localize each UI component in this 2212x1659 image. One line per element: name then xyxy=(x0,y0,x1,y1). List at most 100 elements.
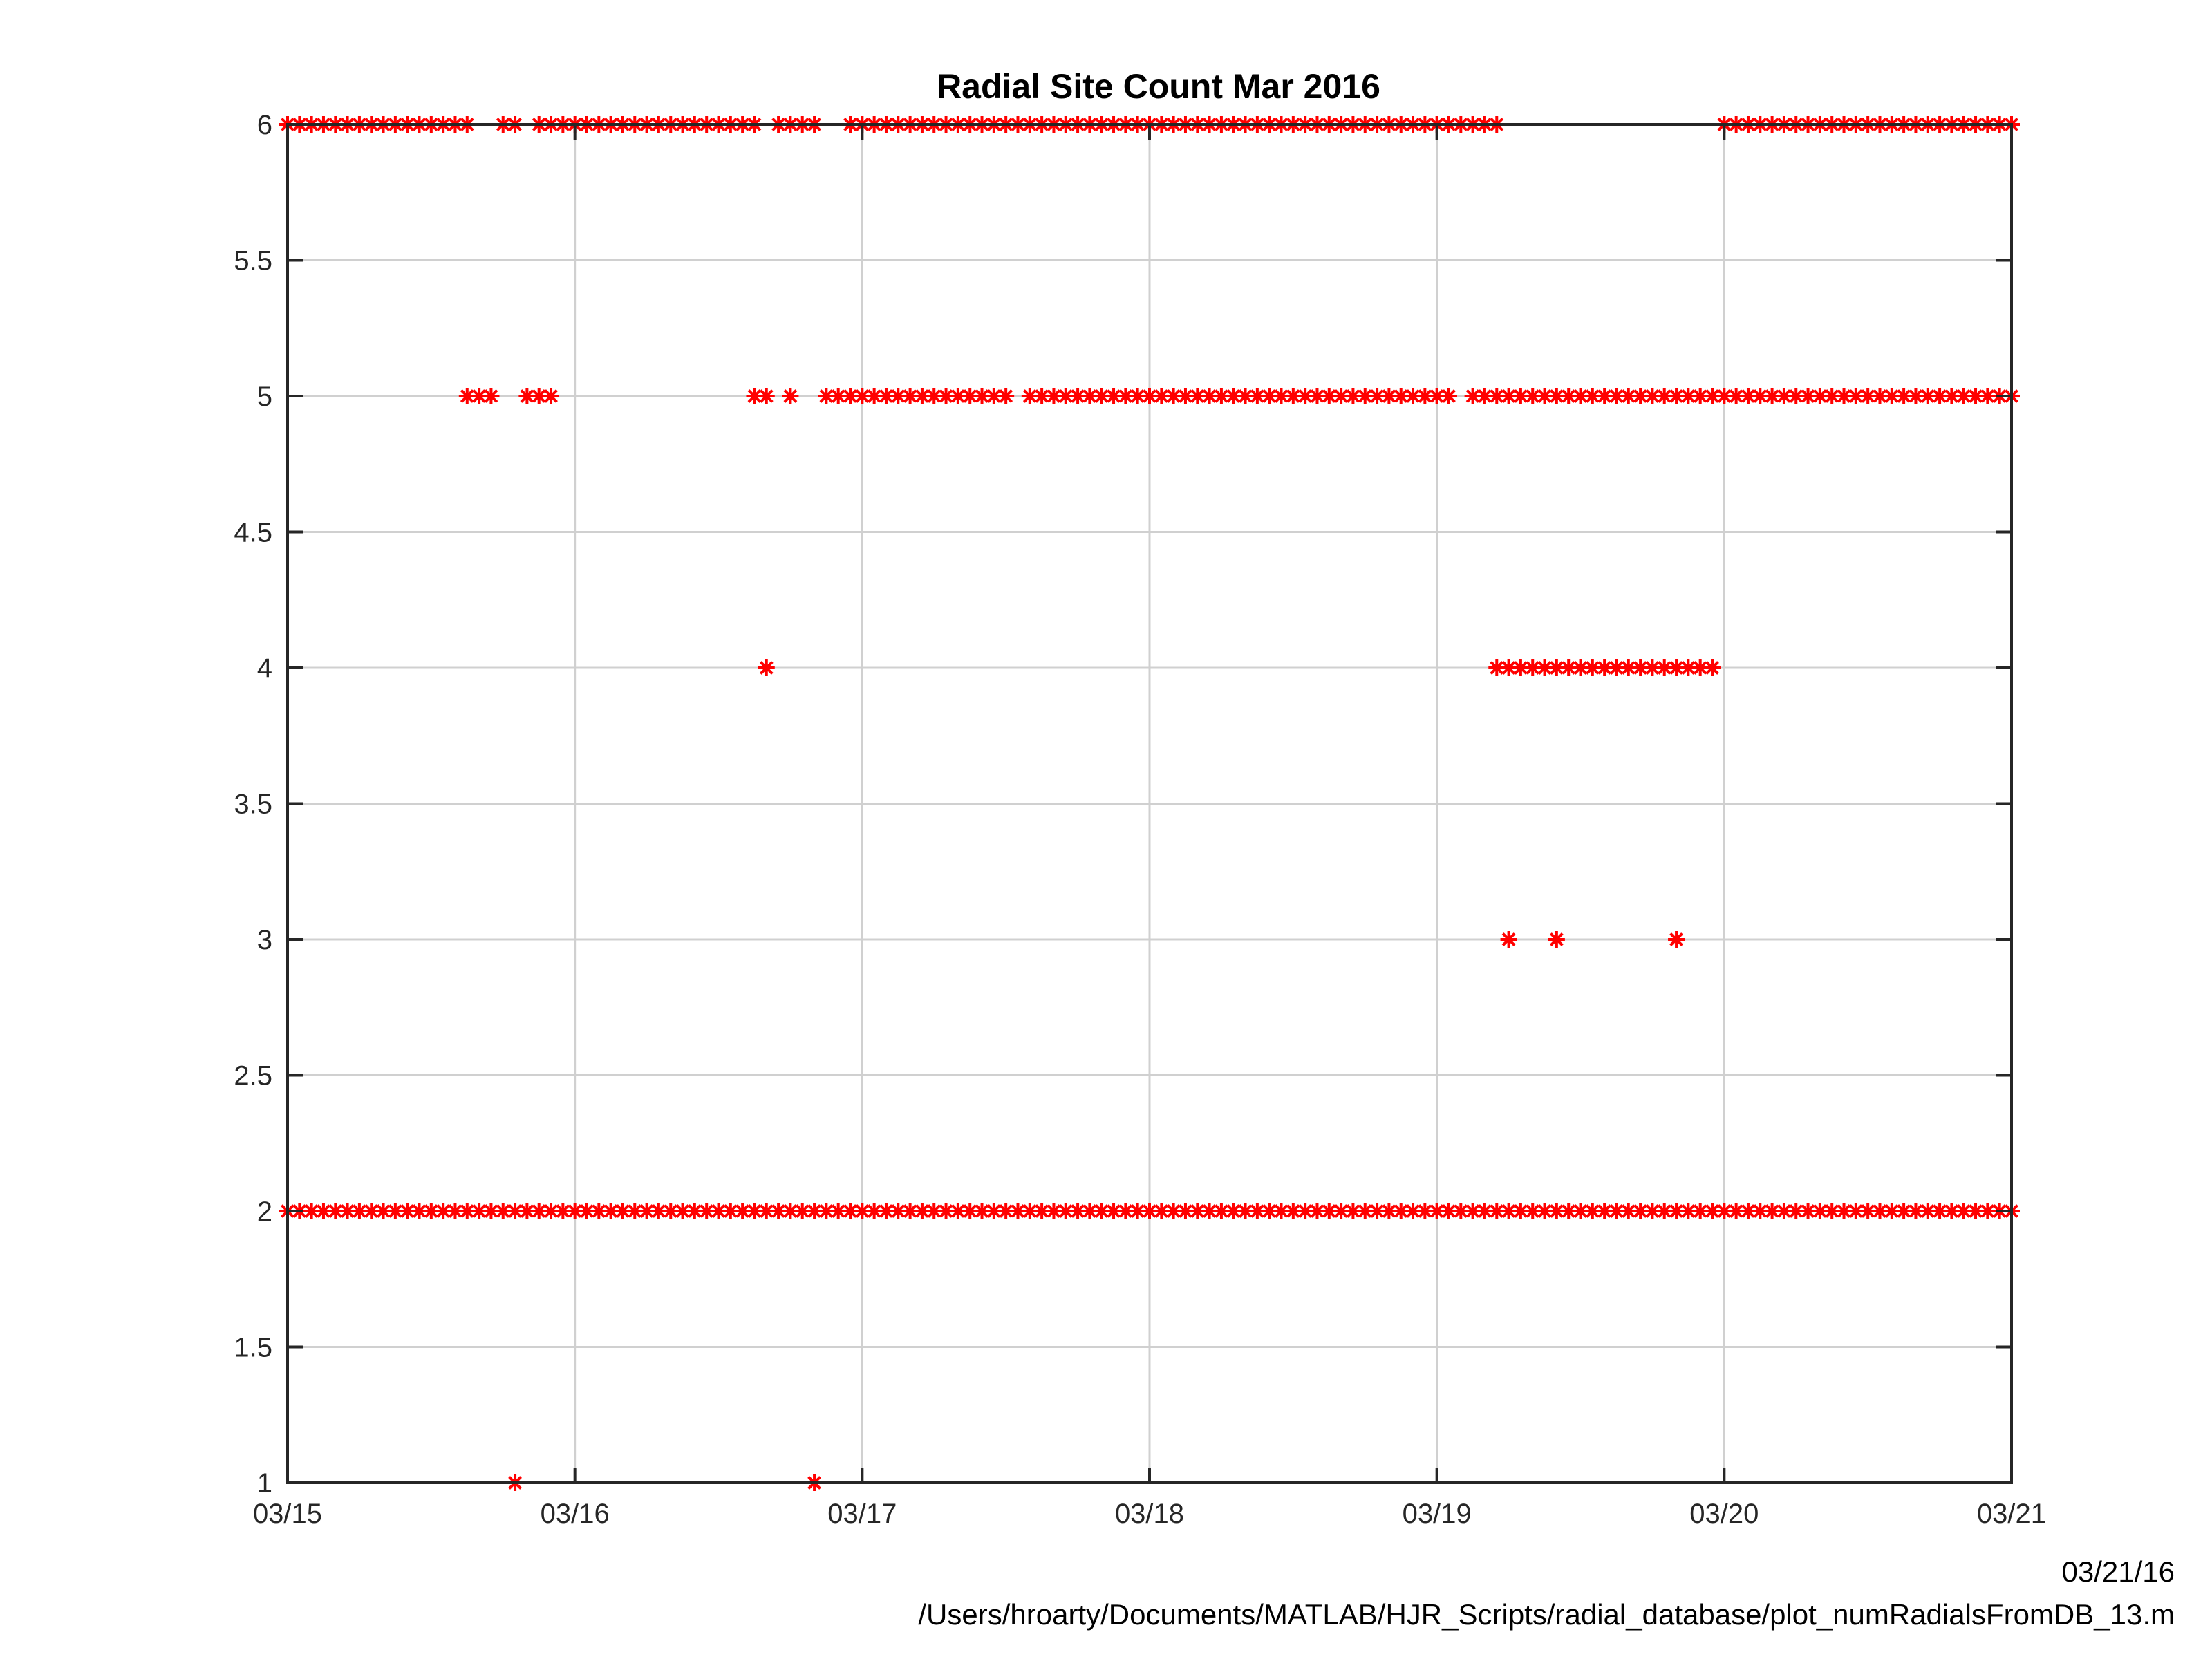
data-point xyxy=(1979,1203,1996,1219)
data-point xyxy=(1739,1203,1756,1219)
data-point xyxy=(1596,1203,1613,1219)
data-point xyxy=(1380,1203,1398,1219)
x-tick-label: 03/20 xyxy=(1689,1499,1759,1529)
data-point xyxy=(507,1203,524,1219)
data-point xyxy=(350,1203,368,1219)
data-point xyxy=(1333,388,1350,404)
data-point xyxy=(1033,388,1051,404)
data-point xyxy=(1596,388,1613,404)
x-tick-label: 03/15 xyxy=(253,1499,322,1529)
data-point xyxy=(830,388,847,404)
data-point xyxy=(722,1203,739,1219)
data-point xyxy=(877,388,894,404)
data-point xyxy=(386,1203,404,1219)
y-tick-label: 4.5 xyxy=(234,518,272,548)
data-point xyxy=(1691,388,1709,404)
data-point xyxy=(1716,388,1733,404)
data-point xyxy=(1775,1203,1792,1219)
data-point xyxy=(1548,1203,1565,1219)
data-point xyxy=(1895,388,1913,404)
data-point xyxy=(1644,1203,1661,1219)
data-point xyxy=(1500,931,1517,948)
y-tick-label: 1.5 xyxy=(234,1333,272,1363)
data-point xyxy=(1356,388,1374,404)
data-point xyxy=(339,1203,356,1219)
data-point xyxy=(1344,388,1362,404)
data-point xyxy=(590,1203,608,1219)
data-point xyxy=(482,388,500,404)
footer-path: /Users/hroarty/Documents/MATLAB/HJR_Scri… xyxy=(918,1598,2175,1631)
y-tick-labels: 1 1.5 2 2.5 3 3.5 4 4.5 5 5.5 6 xyxy=(234,110,272,1499)
data-point xyxy=(1572,659,1589,676)
data-point xyxy=(1165,388,1182,404)
x-tick-label: 03/19 xyxy=(1403,1499,1472,1529)
x-tick-label: 03/18 xyxy=(1115,1499,1184,1529)
data-point xyxy=(1656,388,1673,404)
data-point xyxy=(399,1203,416,1219)
data-point xyxy=(1440,388,1457,404)
data-point xyxy=(901,1203,919,1219)
y-tick-label: 5 xyxy=(257,382,272,412)
x-tick-label: 03/17 xyxy=(827,1499,897,1529)
y-tick-label: 3.5 xyxy=(234,789,272,820)
data-point xyxy=(1584,1203,1601,1219)
data-point xyxy=(1584,388,1601,404)
data-point xyxy=(1931,1203,1949,1219)
data-point xyxy=(1883,388,1900,404)
data-point xyxy=(1811,388,1828,404)
data-point xyxy=(758,659,775,676)
data-point xyxy=(1979,388,1996,404)
data-point xyxy=(1201,388,1218,404)
data-point xyxy=(782,388,799,404)
data-point xyxy=(1919,1203,1936,1219)
data-point xyxy=(985,388,1002,404)
data-point xyxy=(997,388,1015,404)
data-point xyxy=(471,388,488,404)
data-point xyxy=(1548,388,1565,404)
data-point xyxy=(1153,1203,1170,1219)
data-point xyxy=(1297,1203,1314,1219)
y-tick-label: 5.5 xyxy=(234,246,272,276)
data-point xyxy=(937,1203,955,1219)
data-point xyxy=(518,1203,536,1219)
data-point xyxy=(926,388,943,404)
data-point xyxy=(913,388,930,404)
data-point xyxy=(1464,1203,1481,1219)
data-point xyxy=(1189,388,1206,404)
data-point xyxy=(758,388,775,404)
data-point xyxy=(758,1203,775,1219)
data-point xyxy=(1632,388,1649,404)
data-point xyxy=(1248,388,1266,404)
data-point xyxy=(806,1203,823,1219)
data-point xyxy=(1656,1203,1673,1219)
data-point xyxy=(1608,659,1625,676)
data-point xyxy=(1237,1203,1254,1219)
data-point xyxy=(1297,388,1314,404)
data-point xyxy=(1488,1203,1506,1219)
data-point xyxy=(1117,1203,1134,1219)
y-tick-label: 2 xyxy=(257,1197,272,1227)
tick-marks xyxy=(286,123,2013,1484)
data-point xyxy=(1261,1203,1278,1219)
data-point xyxy=(842,388,859,404)
y-tick-label: 2.5 xyxy=(234,1061,272,1091)
data-point xyxy=(674,1203,691,1219)
y-tick-label: 6 xyxy=(257,110,272,140)
data-point xyxy=(1057,388,1074,404)
data-point xyxy=(937,388,955,404)
data-point xyxy=(1212,1203,1230,1219)
data-point xyxy=(650,1203,667,1219)
data-point xyxy=(1572,388,1589,404)
data-point xyxy=(1081,1203,1098,1219)
data-point xyxy=(1416,388,1434,404)
data-point xyxy=(1632,659,1649,676)
data-point xyxy=(1967,1203,1985,1219)
data-point xyxy=(1369,1203,1386,1219)
chart-title: Radial Site Count Mar 2016 xyxy=(937,67,1380,106)
data-point xyxy=(1668,931,1685,948)
data-point xyxy=(614,1203,631,1219)
x-tick-label: 03/16 xyxy=(541,1499,610,1529)
data-point xyxy=(985,1203,1002,1219)
data-point xyxy=(1081,388,1098,404)
